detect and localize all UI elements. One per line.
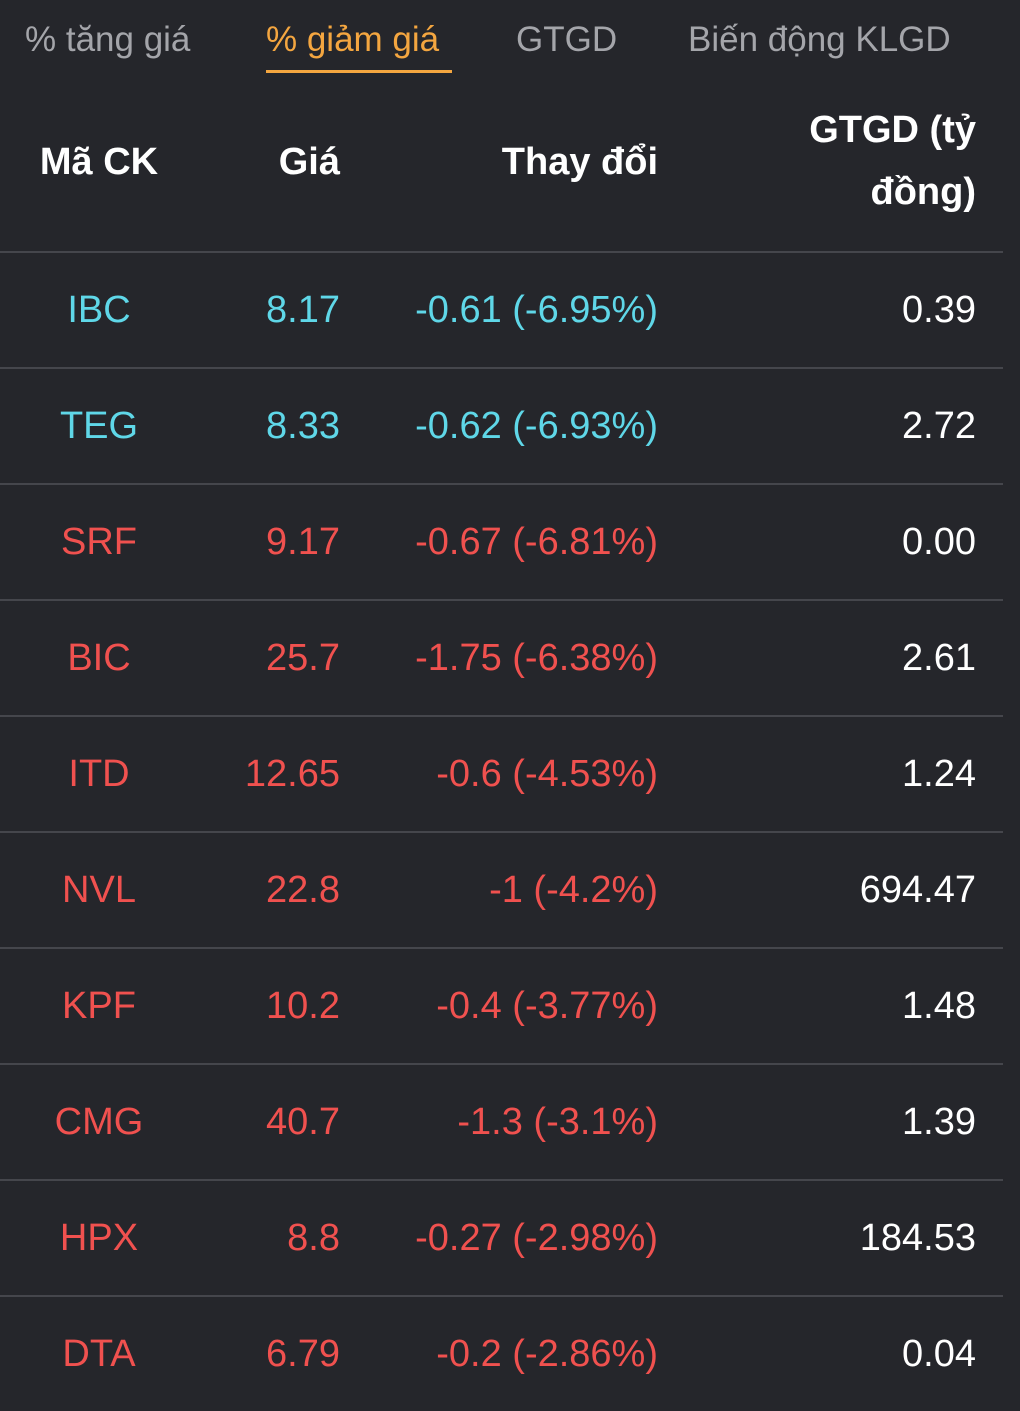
price-change: -1.75 (-6.38%) <box>415 637 658 679</box>
stock-price: 40.7 <box>266 1101 340 1143</box>
stock-price: 8.8 <box>287 1217 340 1259</box>
stock-price: 25.7 <box>266 637 340 679</box>
price-change: -0.27 (-2.98%) <box>415 1217 658 1259</box>
stock-price: 6.79 <box>266 1333 340 1375</box>
active-tab-indicator <box>266 70 452 73</box>
tab-percent-increase[interactable]: % tăng giá <box>25 20 191 59</box>
table-row[interactable]: IBC 8.17 -0.61 (-6.95%) 0.39 <box>0 253 1003 369</box>
header-symbol[interactable]: Mã CK <box>39 141 159 183</box>
stock-symbol: ITD <box>68 753 130 795</box>
table-row[interactable]: SRF 9.17 -0.67 (-6.81%) 0.00 <box>0 485 1003 601</box>
trading-value: 694.47 <box>859 869 976 911</box>
stock-symbol: NVL <box>62 869 136 911</box>
stock-price: 12.65 <box>244 753 340 795</box>
stock-symbol: SRF <box>61 521 137 563</box>
stock-price: 10.2 <box>266 985 340 1027</box>
price-change: -0.4 (-3.77%) <box>436 985 658 1027</box>
trading-value: 0.00 <box>902 521 976 563</box>
stock-symbol: TEG <box>59 405 139 447</box>
tab-trading-value[interactable]: GTGD <box>516 20 618 59</box>
stock-symbol: KPF <box>62 985 136 1027</box>
table-row[interactable]: CMG 40.7 -1.3 (-3.1%) 1.39 <box>0 1065 1003 1181</box>
trading-value: 0.04 <box>902 1333 976 1375</box>
table-row[interactable]: HPX 8.8 -0.27 (-2.98%) 184.53 <box>0 1181 1003 1297</box>
tab-percent-decrease[interactable]: % giảm giá <box>266 20 440 59</box>
table-header: Mã CK Giá Thay đổi GTGD (tỷ đồng) <box>0 95 1003 253</box>
table-row[interactable]: KPF 10.2 -0.4 (-3.77%) 1.48 <box>0 949 1003 1065</box>
header-change[interactable]: Thay đổi <box>501 141 658 183</box>
table-row[interactable]: NVL 22.8 -1 (-4.2%) 694.47 <box>0 833 1003 949</box>
stock-price: 9.17 <box>266 521 340 563</box>
table-row[interactable]: ITD 12.65 -0.6 (-4.53%) 1.24 <box>0 717 1003 833</box>
header-value-line1[interactable]: GTGD (tỷ <box>809 109 976 151</box>
trading-value: 1.48 <box>902 985 976 1027</box>
stock-symbol: HPX <box>59 1217 139 1259</box>
trading-value: 0.39 <box>902 289 976 331</box>
trading-value: 1.39 <box>902 1101 976 1143</box>
price-change: -1 (-4.2%) <box>489 869 658 911</box>
trading-value: 2.72 <box>902 405 976 447</box>
stock-table-body: IBC 8.17 -0.61 (-6.95%) 0.39 TEG 8.33 -0.62 (-… <box>0 253 1003 1411</box>
price-change: -0.2 (-2.86%) <box>436 1333 658 1375</box>
stock-price: 22.8 <box>266 869 340 911</box>
price-change: -0.6 (-4.53%) <box>436 753 658 795</box>
table-row[interactable]: BIC 25.7 -1.75 (-6.38%) 2.61 <box>0 601 1003 717</box>
trading-value: 184.53 <box>859 1217 976 1259</box>
stock-price: 8.17 <box>266 289 340 331</box>
header-value-line2[interactable]: đồng) <box>870 171 976 213</box>
tab-bar: % tăng giá % giảm giá GTGD Biến động KLG… <box>0 0 1020 90</box>
stock-symbol: IBC <box>67 289 131 331</box>
stock-symbol: CMG <box>54 1101 144 1143</box>
stock-symbol: DTA <box>62 1333 136 1375</box>
price-change: -0.67 (-6.81%) <box>415 521 658 563</box>
table-row[interactable]: DTA 6.79 -0.2 (-2.86%) 0.04 <box>0 1297 1003 1411</box>
trading-value: 1.24 <box>902 753 976 795</box>
stock-price: 8.33 <box>266 405 340 447</box>
table-row[interactable]: TEG 8.33 -0.62 (-6.93%) 2.72 <box>0 369 1003 485</box>
header-price[interactable]: Giá <box>278 141 340 183</box>
tab-volume-change[interactable]: Biến động KLGD <box>688 20 951 59</box>
price-change: -1.3 (-3.1%) <box>457 1101 658 1143</box>
stock-symbol: BIC <box>67 637 131 679</box>
trading-value: 2.61 <box>902 637 976 679</box>
price-change: -0.62 (-6.93%) <box>415 405 658 447</box>
price-change: -0.61 (-6.95%) <box>415 289 658 331</box>
